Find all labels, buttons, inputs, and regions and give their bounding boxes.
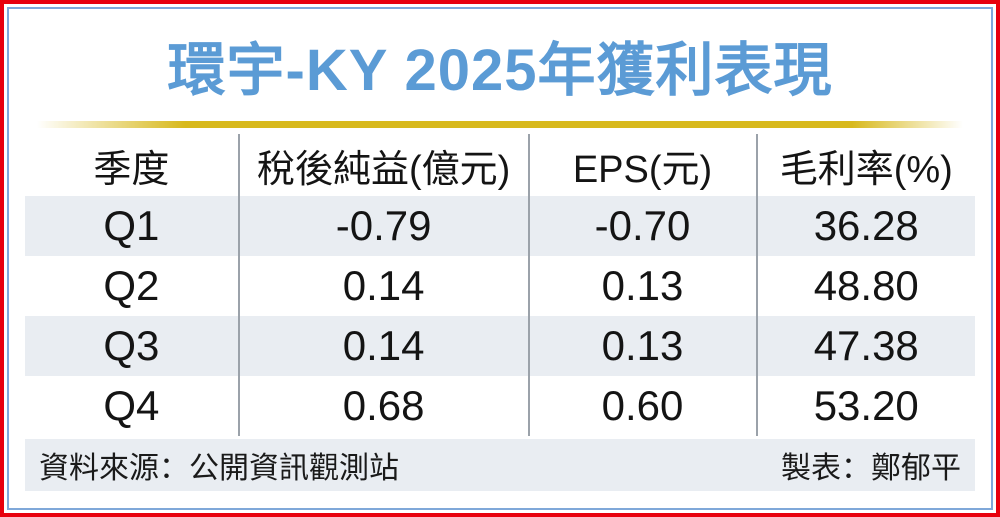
quarter-cell: Q4	[25, 376, 240, 436]
eps-cell: -0.70	[528, 196, 758, 256]
net-profit-cell: 0.14	[238, 256, 530, 316]
eps-cell: 0.13	[528, 256, 758, 316]
col-header-gross-margin: 毛利率(%)	[756, 134, 975, 196]
gross-margin-cell: 47.38	[813, 322, 919, 369]
gross-margin-cell: 48.80	[813, 262, 919, 309]
col-header-eps: EPS(元)	[528, 134, 758, 196]
footer-bar: 資料來源：公開資訊觀測站 製表：鄭郁平	[25, 439, 975, 491]
gross-margin-cell: 53.20	[813, 382, 919, 429]
credit-note: 製表：鄭郁平	[781, 452, 961, 485]
table-row-q3: Q3 0.14 0.13 47.38	[25, 316, 975, 376]
eps-cell: 0.13	[528, 316, 758, 376]
source-note: 資料來源：公開資訊觀測站	[39, 452, 399, 485]
table-row-q1: Q1 -0.79 -0.70 36.28	[25, 196, 975, 256]
table-row-q2: Q2 0.14 0.13 48.80	[25, 256, 975, 316]
table-row-q4: Q4 0.68 0.60 53.20	[25, 376, 975, 436]
profit-table: 季度 稅後純益(億元) EPS(元) 毛利率(%) Q1 -0.79 -0.70…	[25, 134, 975, 436]
title-divider-line	[37, 121, 963, 128]
net-profit-cell: 0.68	[238, 376, 530, 436]
eps-cell: 0.60	[528, 376, 758, 436]
table-header-row: 季度 稅後純益(億元) EPS(元) 毛利率(%)	[25, 134, 975, 196]
col-header-net-profit: 稅後純益(億元)	[238, 134, 530, 196]
page-title: 環宇-KY 2025年獲利表現	[167, 38, 833, 103]
gross-margin-cell: 36.28	[813, 202, 919, 249]
net-profit-cell: -0.79	[238, 196, 530, 256]
title-area: 環宇-KY 2025年獲利表現	[9, 9, 991, 121]
infographic-inner-panel: 環宇-KY 2025年獲利表現 季度 稅後純益(億元) EPS(元) 毛利率(%…	[7, 7, 993, 510]
quarter-cell: Q3	[25, 316, 240, 376]
quarter-cell: Q1	[25, 196, 240, 256]
quarter-cell: Q2	[25, 256, 240, 316]
col-header-quarter: 季度	[25, 134, 240, 196]
net-profit-cell: 0.14	[238, 316, 530, 376]
